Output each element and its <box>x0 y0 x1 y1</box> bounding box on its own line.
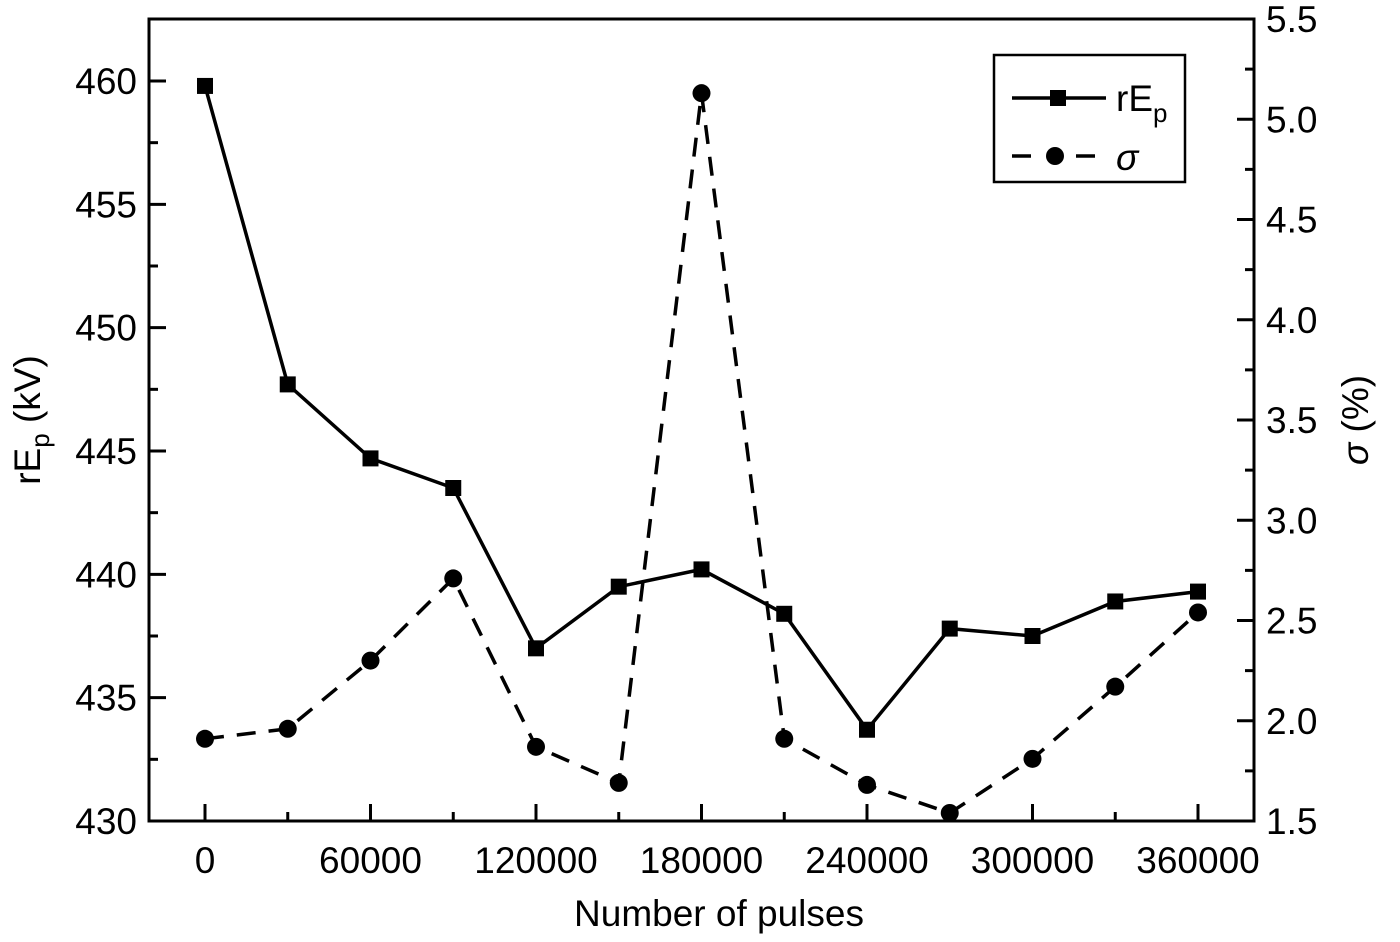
square-marker-icon <box>1107 593 1124 610</box>
y-tick-label: 435 <box>75 678 137 719</box>
y-tick-label: 450 <box>75 308 137 349</box>
x-tick-label: 240000 <box>805 840 928 881</box>
circle-marker-icon <box>1023 749 1042 768</box>
circle-marker-icon <box>1046 147 1064 165</box>
square-marker-icon <box>1024 628 1041 644</box>
y-tick-label: 430 <box>75 801 137 842</box>
x-axis: 0 60000 120000 180000 240000 300000 360000 <box>195 804 1260 881</box>
x-tick-label: 180000 <box>640 840 763 881</box>
square-marker-icon <box>610 578 627 595</box>
x-tick-label: 60000 <box>319 840 422 881</box>
y2-tick-label: 2.5 <box>1266 601 1317 642</box>
y-tick-label: 445 <box>75 431 137 472</box>
y2-tick-label: 1.5 <box>1266 801 1317 842</box>
circle-marker-icon <box>609 773 628 792</box>
y2-tick-label: 5.0 <box>1266 99 1317 140</box>
y-axis-left: 430 435 440 445 450 455 460 <box>75 61 166 842</box>
y-tick-label: 455 <box>75 184 137 225</box>
square-marker-icon <box>1050 90 1066 106</box>
square-marker-icon <box>693 561 710 578</box>
y2-tick-label: 5.5 <box>1266 0 1317 40</box>
y-axis-left-title: rEp (kV) <box>7 355 55 485</box>
circle-marker-icon <box>444 569 463 588</box>
circle-marker-icon <box>1189 603 1207 622</box>
legend-box <box>992 53 1187 184</box>
series-layer <box>196 77 1207 822</box>
y-axis-right: 1.5 2.0 2.5 3.0 3.5 4.0 4.5 5.0 5.5 <box>1237 0 1317 842</box>
square-marker-icon <box>941 620 958 637</box>
legend-item-rep: rEp <box>1012 78 1167 128</box>
legend-item-sigma: σ <box>1012 137 1140 178</box>
circle-marker-icon <box>196 729 214 748</box>
x-tick-label: 300000 <box>971 840 1094 881</box>
circle-marker-icon <box>940 803 959 822</box>
square-marker-icon <box>776 605 793 622</box>
x-axis-title: Number of pulses <box>574 893 864 934</box>
square-marker-icon <box>279 376 296 393</box>
y2-tick-label: 3.0 <box>1266 500 1317 541</box>
circle-marker-icon <box>527 737 545 756</box>
square-marker-icon <box>859 721 875 738</box>
circle-marker-icon <box>858 775 876 794</box>
svg-text:σ: σ <box>1116 137 1140 178</box>
series-sigma <box>196 84 1207 822</box>
y-tick-label: 440 <box>75 554 137 595</box>
square-marker-icon <box>445 480 462 496</box>
square-marker-icon <box>362 450 379 467</box>
y2-tick-label: 2.0 <box>1266 701 1317 742</box>
y2-tick-label: 4.0 <box>1266 300 1317 341</box>
circle-marker-icon <box>361 651 380 670</box>
series-line <box>204 92 1200 815</box>
y2-tick-label: 3.5 <box>1266 400 1317 441</box>
square-marker-icon <box>1190 583 1206 600</box>
y2-tick-label: 4.5 <box>1266 200 1317 241</box>
square-marker-icon <box>528 640 544 657</box>
square-marker-icon <box>197 77 213 94</box>
y-axis-right-title: σ (%) <box>1335 375 1376 465</box>
x-tick-label: 360000 <box>1136 840 1259 881</box>
circle-marker-icon <box>278 719 297 738</box>
circle-marker-icon <box>1106 677 1125 696</box>
circle-marker-icon <box>775 729 794 748</box>
series-rep <box>197 77 1206 738</box>
y-tick-label: 460 <box>75 61 137 102</box>
x-tick-label: 120000 <box>474 840 597 881</box>
x-tick-label: 0 <box>195 840 216 881</box>
svg-text:rEp: rEp <box>1116 78 1167 128</box>
legend: rEp σ <box>992 53 1187 184</box>
circle-marker-icon <box>692 84 711 103</box>
